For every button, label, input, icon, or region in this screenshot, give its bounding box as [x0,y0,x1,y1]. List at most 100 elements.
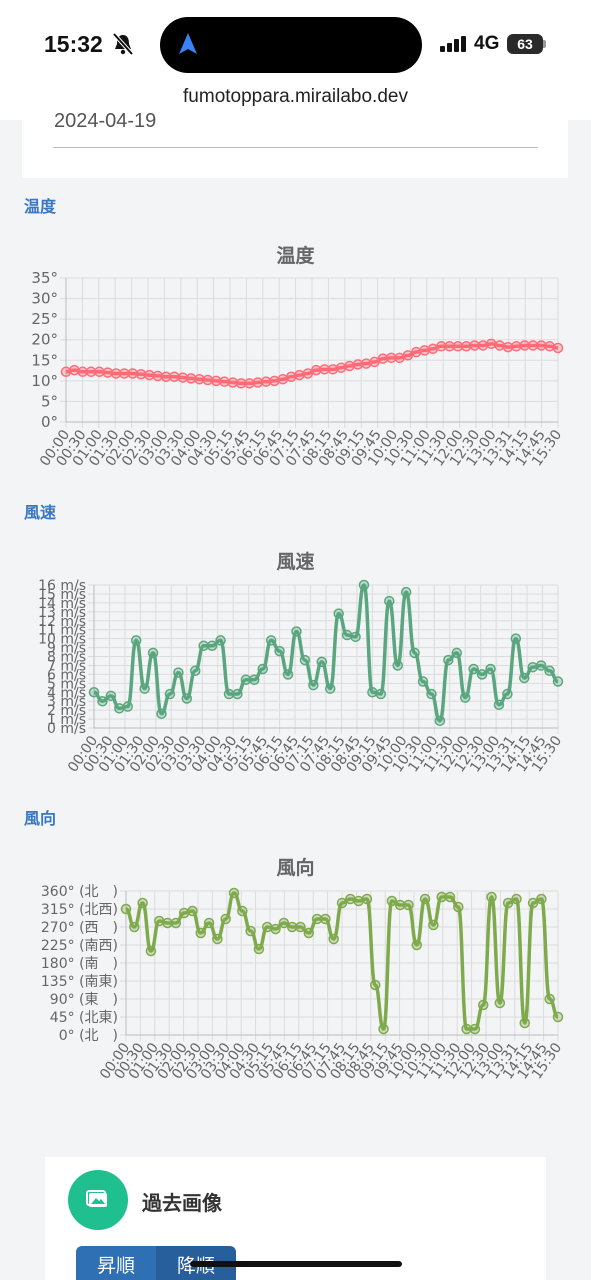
data-point [494,340,505,351]
data-point [352,359,364,370]
data-point [164,688,176,700]
data-point [178,907,190,919]
data-point [291,626,302,637]
y-tick-label: 270° (西 ) [41,920,118,936]
data-point [129,921,140,933]
data-point [336,897,348,909]
past-images-title: 過去画像 [142,1191,222,1215]
y-tick-label: 10° [31,372,58,390]
data-point [144,369,155,381]
data-point [519,672,530,684]
data-point [198,640,209,652]
data-point [269,375,280,387]
data-point [403,899,414,911]
data-point [419,893,431,905]
data-point [203,917,215,929]
data-point [486,891,497,903]
data-point [328,933,339,945]
y-tick-label: 2 m/s [47,703,86,719]
data-point [169,371,180,382]
y-tick-label: 15° [31,351,58,369]
data-point [278,917,290,929]
data-point [502,688,513,700]
data-point [97,695,108,707]
data-point [511,341,522,352]
section-label-wind-speed: 風速 [24,503,57,522]
data-point [419,345,430,356]
y-tick-label: 16 m/s [38,578,86,594]
y-tick-label: 0° (北 ) [59,1028,118,1044]
data-point [494,997,506,1009]
y-tick-label: 30° [31,290,58,308]
data-point [189,665,201,677]
y-tick-label: 5 m/s [47,676,86,692]
data-point [240,674,252,685]
y-tick-label: 9 m/s [47,641,86,657]
y-tick-label: 0 m/s [47,721,86,737]
data-point [410,346,422,358]
data-point [344,360,355,372]
data-point [270,923,281,935]
data-point [244,378,255,389]
data-point [185,373,197,384]
data-point [451,647,463,659]
data-point [544,341,555,352]
data-point [386,895,398,907]
data-point [310,364,322,376]
y-tick-label: 25° [31,310,58,328]
y-tick-label: 3 m/s [47,694,86,710]
data-point [426,688,437,700]
data-point [417,676,429,687]
data-point [375,688,387,700]
y-tick-label: 4 m/s [47,685,86,701]
address-bar[interactable]: fumotoppara.mirailabo.dev [183,86,408,107]
data-point [282,669,294,680]
data-point [220,913,231,925]
wind-direction-chart: 0° (北 ) 45° (北東) 90° (東 ) 135° (南東) 180° (南 … [41,884,565,1082]
data-point [353,895,364,907]
date-input[interactable]: 2024-04-19 [54,110,157,132]
data-point [139,683,150,694]
data-point [341,629,353,641]
data-point [324,683,336,694]
wind-speed-chart: 0 m/s1 m/s2 m/s3 m/s4 m/s5 m/s6 m/s7 m/s… [38,578,565,775]
data-point [120,903,132,915]
data-point [444,891,456,903]
y-tick-label: 7 m/s [47,658,86,674]
status-mask [0,0,591,108]
data-point [127,368,138,379]
data-point [69,364,80,376]
data-point [327,364,339,375]
data-point [295,921,306,933]
data-point [137,897,148,909]
location-arrow-icon [179,33,197,54]
temperature-chart: 0°5°10°15°20°25°30°35°00:0000:3001:0001:… [31,269,565,469]
data-point [476,669,488,680]
data-point [502,897,514,909]
data-point [105,690,117,702]
section-label-temperature: 温度 [24,197,57,216]
status-time: 15:32 [44,31,103,57]
data-point [536,340,547,351]
data-point [428,919,439,931]
data-point [461,341,472,352]
signal-icon [440,36,466,52]
data-point [367,687,378,698]
images-icon [68,1170,128,1230]
network-type: 4G [474,33,500,54]
data-point [60,366,72,378]
home-indicator [190,1261,402,1267]
data-point [469,1023,481,1035]
data-point [156,708,167,719]
y-tick-label: 0° [41,413,58,431]
date-input-underline [53,147,538,148]
y-tick-label: 135° (南東) [41,974,118,990]
chart-title-temperature: 温度 [276,245,315,267]
data-point [227,377,239,388]
data-point [274,645,285,657]
data-point [265,635,277,646]
y-tick-label: 10 m/s [38,632,86,648]
data-point [384,595,395,607]
sort-ascending-button[interactable]: 昇順 [76,1246,156,1280]
data-point [237,905,248,917]
